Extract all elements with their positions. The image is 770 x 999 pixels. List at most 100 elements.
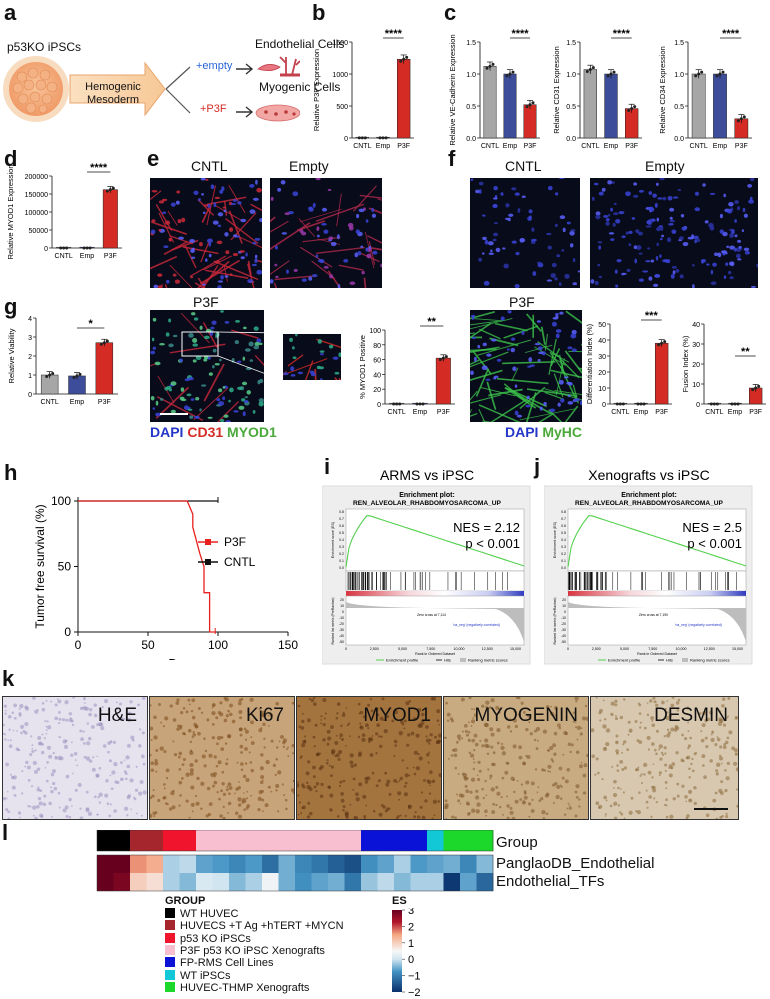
cell-dot <box>458 793 463 798</box>
es-tick-label: 3 <box>408 908 414 917</box>
nucleus <box>248 341 254 347</box>
cell-dot <box>653 748 657 752</box>
cell-dot <box>9 739 12 742</box>
nucleus <box>166 385 172 390</box>
cell-dot <box>468 751 472 755</box>
data-point <box>108 188 112 192</box>
panel-label-f: f <box>448 146 456 171</box>
nucleus <box>292 356 297 360</box>
cell-dot <box>567 742 572 746</box>
cell-dot <box>304 735 307 738</box>
cell-dot <box>243 808 246 811</box>
cell-dot <box>8 744 13 749</box>
nucleus <box>729 261 734 266</box>
cell-dot <box>421 712 425 717</box>
cell-dot <box>382 805 386 809</box>
nucleus <box>748 199 755 204</box>
nucleus <box>531 227 535 232</box>
data-point <box>48 373 52 377</box>
nucleus <box>172 334 178 338</box>
cell-dot <box>341 713 346 717</box>
fiber <box>201 206 211 223</box>
metric-tick: -30 <box>339 628 344 632</box>
y-tick-label: 40 <box>373 372 381 379</box>
fiber <box>555 358 565 396</box>
nucleus <box>708 222 714 228</box>
nucleus <box>638 252 643 255</box>
data-point <box>657 343 661 347</box>
cell-dot <box>453 753 458 758</box>
cell-dot <box>722 723 727 727</box>
cell-dot <box>661 700 665 705</box>
nucleus <box>295 334 298 337</box>
y-tick-label: 1.5 <box>566 40 576 47</box>
nucleus <box>514 384 518 388</box>
cell-dot <box>622 740 627 744</box>
data-point <box>585 69 589 73</box>
cell-dot <box>414 811 417 814</box>
cell-dot <box>340 792 344 796</box>
cell-dot <box>284 798 288 802</box>
cell-dot <box>459 802 462 805</box>
cell-dot <box>646 735 651 741</box>
nucleus <box>655 182 659 186</box>
cell-dot <box>265 759 270 765</box>
cell-dot <box>432 799 437 804</box>
cell-dot <box>11 785 16 790</box>
cell-dot <box>79 807 82 810</box>
cell-dot <box>639 721 642 724</box>
cell-dot <box>445 701 449 705</box>
cell-dot <box>194 795 198 798</box>
cell-dot <box>676 782 680 786</box>
nucleus <box>488 241 494 246</box>
nucleus <box>571 329 577 335</box>
cell-dot <box>234 792 236 795</box>
cell-dot <box>157 798 161 803</box>
x-tick-label: 15,000 <box>732 647 743 651</box>
cell-dot <box>191 810 194 813</box>
cell-dot <box>285 748 288 751</box>
cell-dot <box>450 719 455 723</box>
cell-dot <box>485 814 488 817</box>
cell-dot <box>291 752 294 755</box>
heatmap-cell <box>146 873 164 891</box>
nucleus <box>242 411 246 417</box>
nucleus <box>558 379 564 385</box>
data-point <box>742 115 746 119</box>
cell-dot <box>190 785 195 790</box>
cell-dot <box>676 794 680 798</box>
cell-dot <box>372 809 376 813</box>
group-legend-item: p53 KO iPSCs <box>165 932 251 945</box>
y-tick-label: 100 <box>51 494 71 508</box>
cell-dot <box>301 719 305 724</box>
ihc-label: H&E <box>97 705 137 726</box>
cell-dot <box>621 751 624 754</box>
cell-dot <box>549 770 552 773</box>
heatmap-cell <box>278 855 296 873</box>
cell-dot <box>610 701 615 706</box>
cell-dot <box>425 725 429 729</box>
cell-dot <box>196 776 200 781</box>
group-cell <box>278 830 296 851</box>
nucleus <box>236 360 242 363</box>
metric-tick: -20 <box>561 622 566 626</box>
nucleus <box>246 390 251 395</box>
heatmap-cell <box>229 855 246 873</box>
nucleus <box>202 211 206 215</box>
nucleus <box>199 408 202 412</box>
nucleus <box>216 240 223 245</box>
nucleus <box>312 273 318 278</box>
cell-dot <box>65 718 69 722</box>
data-point <box>588 68 592 72</box>
cell-dot <box>72 772 74 775</box>
cell-dot <box>280 735 284 739</box>
cell-dot <box>665 798 668 802</box>
y-tick-label: 0 <box>44 246 48 253</box>
cell-dot <box>687 744 691 748</box>
cell-dot <box>361 733 366 737</box>
cell-dot <box>8 728 11 731</box>
cell-dot <box>701 723 706 728</box>
data-point <box>733 402 737 406</box>
hemogenic-arrow <box>69 61 166 117</box>
